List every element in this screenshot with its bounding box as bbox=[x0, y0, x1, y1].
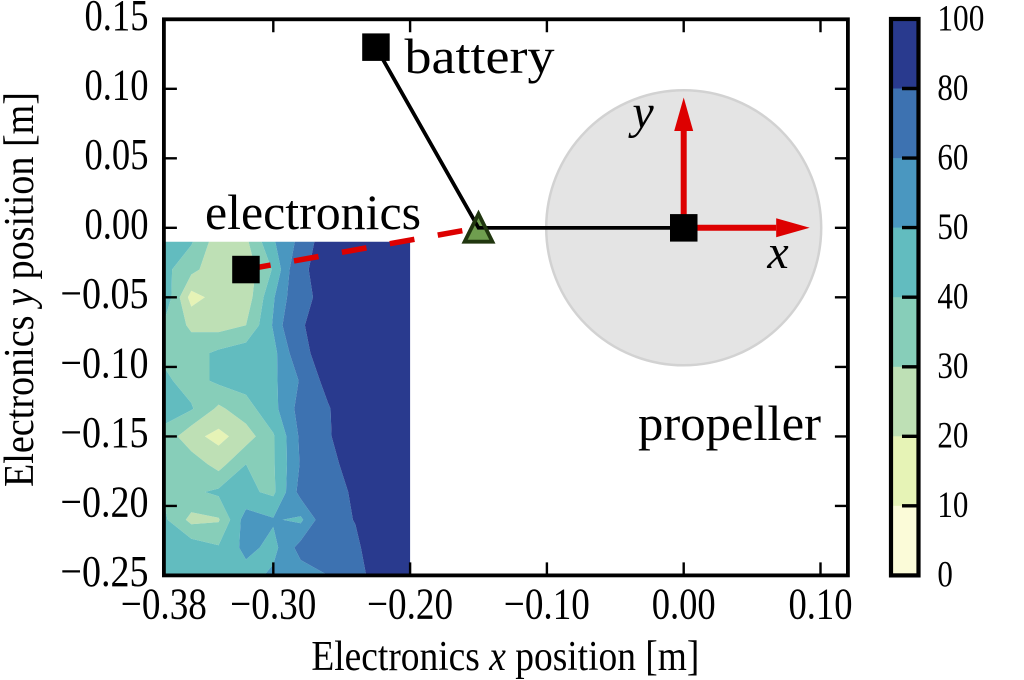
svg-text:battery: battery bbox=[405, 28, 555, 84]
svg-text:0.10: 0.10 bbox=[789, 580, 853, 629]
svg-text:x: x bbox=[766, 226, 788, 279]
svg-text:y: y bbox=[627, 86, 654, 139]
svg-text:10: 10 bbox=[937, 485, 968, 526]
svg-text:Electronics x position [m]: Electronics x position [m] bbox=[311, 634, 699, 680]
svg-text:100: 100 bbox=[937, 0, 984, 39]
svg-text:0.10: 0.10 bbox=[85, 61, 149, 110]
svg-text:−0.15: −0.15 bbox=[61, 408, 149, 457]
svg-text:−0.05: −0.05 bbox=[61, 269, 149, 318]
svg-text:−0.25: −0.25 bbox=[61, 547, 149, 596]
svg-text:0.05: 0.05 bbox=[85, 130, 149, 179]
svg-text:50: 50 bbox=[937, 207, 968, 248]
svg-text:−0.10: −0.10 bbox=[61, 339, 149, 388]
svg-text:−0.38: −0.38 bbox=[121, 580, 207, 629]
svg-text:0.15: 0.15 bbox=[85, 0, 149, 40]
svg-text:30: 30 bbox=[937, 346, 968, 387]
svg-text:Electronics y position [m]: Electronics y position [m] bbox=[0, 92, 43, 487]
svg-text:0.00: 0.00 bbox=[652, 580, 716, 629]
svg-text:20: 20 bbox=[937, 416, 968, 457]
svg-text:−0.30: −0.30 bbox=[230, 580, 316, 629]
svg-text:40: 40 bbox=[937, 277, 968, 318]
svg-text:−0.10: −0.10 bbox=[504, 580, 590, 629]
svg-text:electronics: electronics bbox=[205, 184, 421, 240]
svg-text:−0.20: −0.20 bbox=[61, 478, 149, 527]
svg-text:80: 80 bbox=[937, 68, 968, 109]
svg-text:0.00: 0.00 bbox=[85, 200, 149, 249]
svg-text:−0.20: −0.20 bbox=[367, 580, 453, 629]
svg-text:60: 60 bbox=[937, 137, 968, 178]
svg-text:0: 0 bbox=[937, 555, 953, 596]
svg-text:propeller: propeller bbox=[638, 395, 821, 451]
